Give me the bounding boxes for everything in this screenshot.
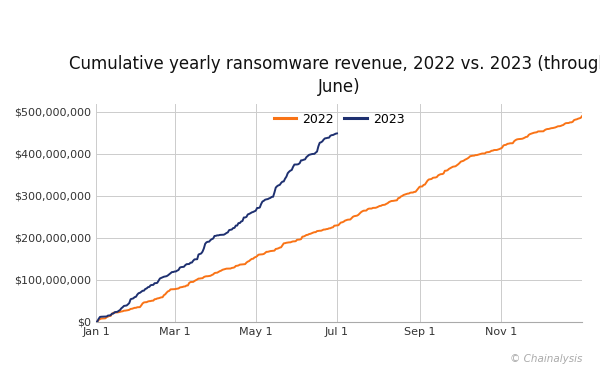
Legend: 2022, 2023: 2022, 2023 xyxy=(269,108,409,131)
Title: Cumulative yearly ransomware revenue, 2022 vs. 2023 (through
June): Cumulative yearly ransomware revenue, 20… xyxy=(69,55,600,97)
Text: © Chainalysis: © Chainalysis xyxy=(509,354,582,364)
